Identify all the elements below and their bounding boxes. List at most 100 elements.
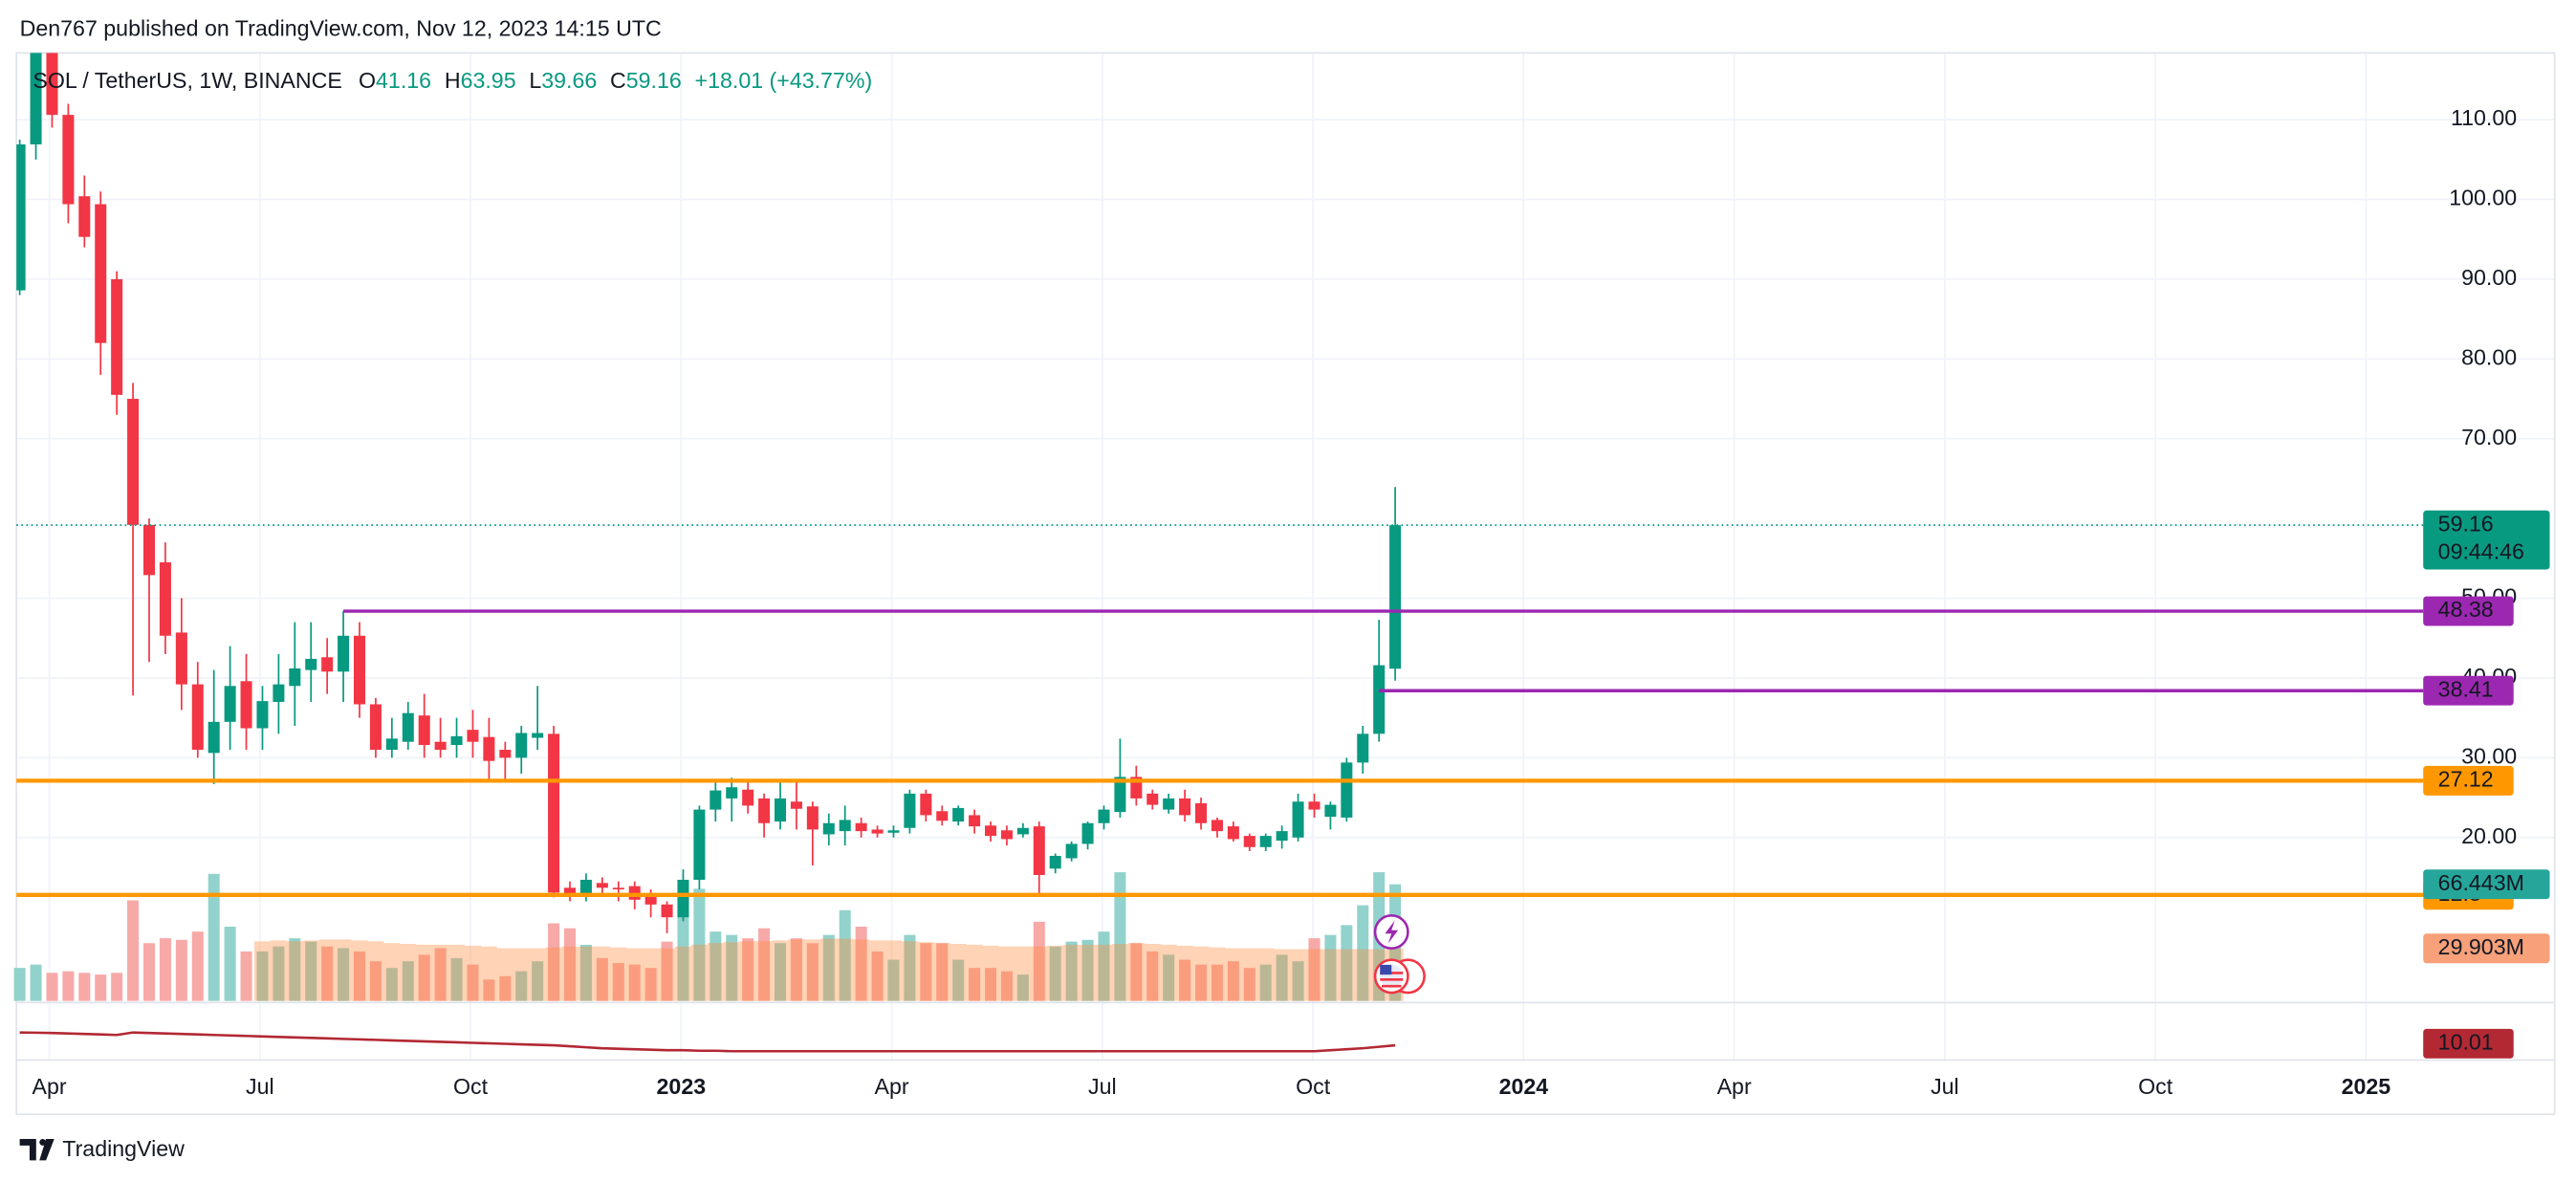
- candle-body: [1195, 802, 1208, 823]
- level-label: 27.12: [2438, 767, 2494, 792]
- x-tick-label: Apr: [32, 1074, 66, 1099]
- volume-bar: [402, 961, 414, 1001]
- candle-body: [338, 635, 350, 672]
- grid: [16, 53, 2555, 1061]
- candle-body: [499, 750, 512, 758]
- volume-bar: [515, 971, 528, 1001]
- candle-body: [1243, 836, 1255, 847]
- volume-bar: [871, 951, 884, 1001]
- x-tick-label: Apr: [875, 1074, 909, 1099]
- volume-bar: [321, 946, 334, 1001]
- candle-body: [1373, 665, 1386, 734]
- level-label-bg: [2423, 675, 2514, 706]
- candle-body: [709, 790, 722, 810]
- volume-bar: [855, 927, 867, 1001]
- candle-body: [385, 738, 398, 751]
- candle-body: [305, 658, 317, 670]
- volume-bar: [289, 938, 301, 1001]
- level-label-bg: [2423, 765, 2514, 796]
- volume-bar: [1114, 872, 1126, 1001]
- axis-labels: 110.00100.0090.0080.0070.0050.0040.0030.…: [32, 105, 2550, 1099]
- candle-body: [30, 53, 42, 144]
- countdown-label: 09:44:46: [2438, 538, 2524, 563]
- volume-bar: [1357, 905, 1369, 1001]
- volume-bar: [1049, 946, 1061, 1001]
- candle-body: [46, 53, 58, 116]
- volume-bar: [499, 975, 512, 1001]
- x-tick-label: Jul: [1088, 1074, 1117, 1099]
- volume-bar: [806, 943, 819, 1001]
- volume-bar: [1276, 954, 1288, 1001]
- level-label-bg: [2423, 596, 2514, 626]
- volume-bar: [62, 971, 75, 1001]
- volume-bar: [1146, 951, 1159, 1001]
- legend-key: C: [610, 68, 626, 93]
- volume-bar: [1211, 964, 1223, 1001]
- x-tick-label: Jul: [1931, 1074, 1959, 1099]
- volume-bar: [434, 948, 447, 1001]
- candle-body: [742, 789, 754, 806]
- volume-bar: [13, 968, 26, 1001]
- x-tick-label: 2024: [1499, 1074, 1549, 1099]
- last-price-label: 59.16: [2438, 511, 2494, 536]
- candle-body: [806, 806, 819, 830]
- volume-bar: [175, 939, 187, 1001]
- y-tick-label: 80.00: [2461, 344, 2517, 369]
- volume-bar: [1065, 941, 1078, 1001]
- legend: SOL / TetherUS, 1W, BINANCE O41.16 H63.95 L…: [33, 68, 872, 93]
- volume-bar: [644, 968, 657, 1001]
- volume-bar: [46, 973, 58, 1001]
- publish-header: Den767 published on TradingView.com, Nov…: [20, 15, 662, 40]
- candle-body: [175, 632, 187, 685]
- candle-body: [1324, 804, 1337, 818]
- volume-bar: [1308, 938, 1321, 1001]
- candle-body: [726, 787, 738, 799]
- volume-bar: [273, 946, 285, 1001]
- candle-body: [855, 822, 867, 832]
- volume-bar: [969, 968, 981, 1001]
- candle-body: [969, 815, 981, 827]
- candle-body: [839, 820, 851, 832]
- volume-bar: [985, 968, 997, 1001]
- y-tick-label: 70.00: [2461, 425, 2517, 449]
- volume-bar: [1292, 961, 1304, 1001]
- candle-body: [1016, 827, 1029, 835]
- legend-value: 63.95: [461, 68, 516, 93]
- volume-bar: [532, 961, 544, 1001]
- legend-value: 39.66: [541, 68, 597, 93]
- candle-body: [1292, 801, 1304, 838]
- legend-key: H: [445, 68, 461, 93]
- lightning-icon: [1385, 920, 1399, 944]
- volume-bar: [563, 928, 577, 1001]
- volume-bar: [726, 934, 738, 1001]
- y-tick-label: 100.00: [2449, 186, 2517, 210]
- candle-layer: [16, 53, 1402, 933]
- volume-bar: [467, 964, 479, 1001]
- event-icons: [1373, 914, 1426, 995]
- volume-bar: [450, 957, 463, 1001]
- volume-bar: [661, 941, 673, 1001]
- volume-bar: [1341, 925, 1353, 1001]
- volume-bar: [596, 957, 608, 1001]
- volume-bar: [1179, 959, 1191, 1001]
- volume-bar: [1016, 974, 1029, 1001]
- y-tick-label: 110.00: [2451, 105, 2517, 130]
- candle-body: [936, 811, 949, 821]
- candle-body: [224, 686, 236, 722]
- candle-body: [289, 668, 301, 687]
- volume-bar: [78, 973, 91, 1001]
- legend-change: +18.01 (+43.77%): [695, 68, 873, 93]
- volume-bar: [887, 959, 900, 1001]
- x-tick-label: Oct: [1296, 1074, 1331, 1099]
- volume-bar: [338, 948, 350, 1001]
- candle-body: [1276, 831, 1288, 842]
- volume-label-bg: [2423, 933, 2550, 964]
- candle-body: [369, 704, 382, 751]
- y-tick-label: 90.00: [2461, 265, 2517, 290]
- x-tick-label: Oct: [2138, 1074, 2173, 1099]
- candle-body: [78, 196, 91, 237]
- candle-body: [159, 562, 171, 636]
- candle-body: [142, 524, 156, 576]
- candle-body: [450, 735, 463, 746]
